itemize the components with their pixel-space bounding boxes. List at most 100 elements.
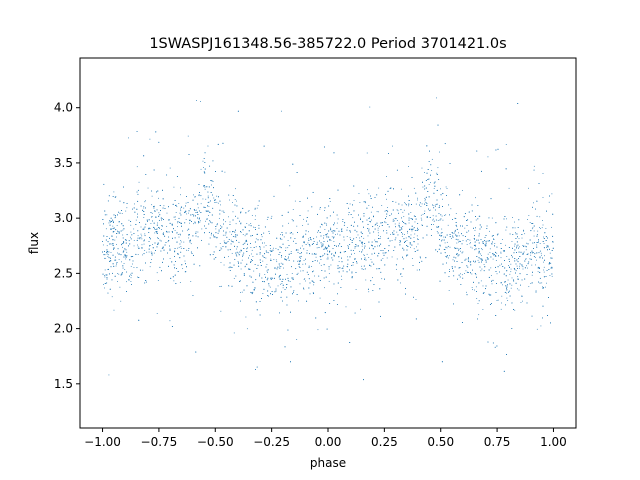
data-point: [368, 193, 370, 195]
data-point: [156, 313, 158, 314]
data-point: [136, 267, 138, 269]
data-point: [297, 263, 299, 265]
data-point: [228, 256, 229, 258]
data-point: [428, 210, 430, 212]
data-point: [110, 266, 112, 268]
data-point: [437, 251, 438, 253]
data-point: [439, 245, 441, 247]
data-point: [349, 269, 350, 271]
data-point: [129, 243, 131, 245]
data-point: [203, 206, 205, 208]
data-point: [259, 253, 261, 255]
data-point: [184, 211, 186, 213]
data-point: [387, 224, 389, 225]
data-point: [206, 211, 208, 212]
data-point: [153, 222, 155, 224]
data-point: [333, 283, 335, 285]
data-point: [427, 179, 429, 180]
data-point: [210, 192, 212, 193]
data-point: [209, 254, 211, 256]
data-point: [436, 226, 438, 228]
data-point: [292, 209, 294, 210]
data-point: [188, 154, 190, 155]
data-point: [526, 302, 528, 304]
data-point: [151, 259, 152, 260]
data-point: [133, 239, 135, 241]
data-point: [324, 229, 326, 230]
data-point: [470, 242, 471, 244]
data-point: [104, 287, 105, 289]
data-point: [183, 255, 185, 257]
data-point: [433, 188, 435, 190]
data-point: [212, 181, 214, 182]
data-point: [109, 260, 111, 262]
data-point: [349, 342, 351, 343]
data-point: [145, 174, 147, 175]
data-point: [367, 228, 368, 229]
data-point: [496, 252, 498, 254]
data-point: [324, 210, 325, 211]
data-point: [243, 243, 245, 245]
data-point: [122, 225, 124, 227]
data-point: [247, 247, 248, 249]
data-point: [452, 236, 454, 238]
data-point: [346, 271, 348, 273]
data-point: [474, 289, 475, 291]
data-point: [200, 212, 202, 213]
data-point: [137, 237, 139, 239]
data-point: [139, 237, 141, 239]
data-point: [523, 246, 524, 247]
data-point: [538, 183, 540, 184]
data-point: [417, 197, 418, 199]
data-point: [291, 273, 293, 274]
data-point: [542, 305, 544, 307]
data-point: [323, 237, 324, 239]
data-point: [215, 257, 217, 259]
data-point: [414, 230, 416, 231]
data-point: [417, 227, 418, 229]
data-point: [440, 214, 442, 216]
data-point: [434, 185, 436, 187]
data-point: [433, 182, 435, 184]
data-point: [349, 237, 351, 239]
data-point: [350, 231, 351, 233]
data-point: [123, 241, 125, 242]
data-point: [301, 252, 302, 254]
data-point: [488, 217, 490, 219]
data-point: [290, 286, 292, 288]
data-point: [177, 247, 179, 249]
data-point: [522, 253, 524, 255]
data-point: [265, 276, 266, 278]
data-point: [246, 251, 248, 252]
data-point: [162, 207, 164, 209]
data-point: [387, 210, 388, 212]
data-point: [540, 252, 542, 254]
data-point: [412, 229, 414, 230]
data-point: [240, 249, 242, 251]
data-point: [529, 239, 531, 241]
data-point: [176, 241, 178, 243]
data-point: [229, 221, 231, 223]
data-point: [267, 277, 269, 279]
data-point: [518, 289, 520, 291]
data-point: [205, 227, 207, 229]
data-point: [393, 220, 395, 222]
data-point: [347, 263, 349, 265]
data-point: [317, 329, 319, 331]
data-point: [121, 273, 123, 275]
data-point: [196, 100, 197, 101]
data-point: [530, 254, 532, 256]
data-point: [333, 230, 335, 232]
data-point: [228, 285, 230, 287]
data-point: [188, 212, 190, 214]
data-point: [276, 261, 278, 263]
data-point: [190, 214, 192, 216]
data-point: [113, 220, 114, 222]
data-point: [109, 257, 111, 259]
data-point: [207, 191, 209, 193]
data-point: [337, 218, 339, 220]
data-point: [377, 227, 379, 229]
data-point: [256, 309, 258, 311]
data-point: [104, 214, 106, 216]
data-point: [251, 293, 253, 295]
